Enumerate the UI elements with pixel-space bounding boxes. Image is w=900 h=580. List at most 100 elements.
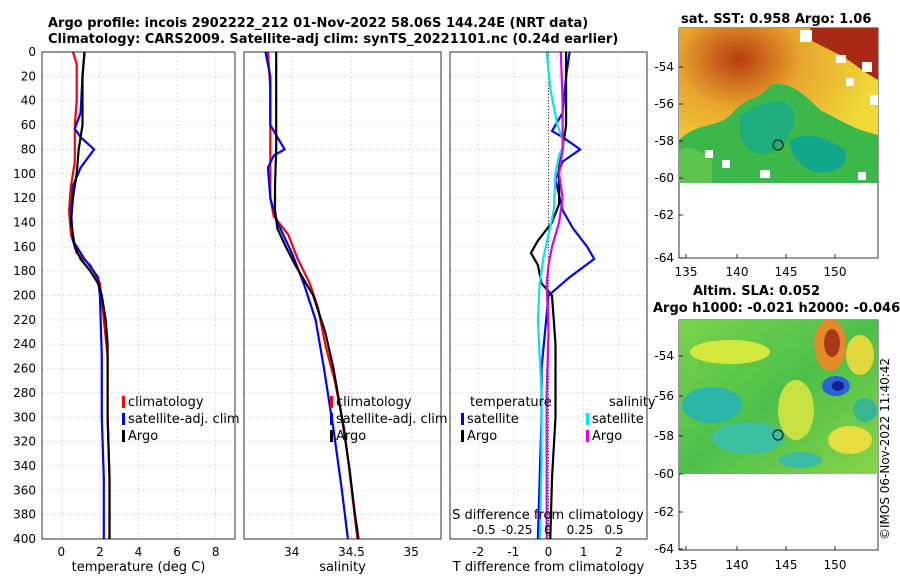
x2-tick-label: -0.25 [501, 523, 532, 537]
map-y-tick-label: -62 [654, 208, 674, 222]
salinity-plot: 34 34.5 35 salinity climatology satellite-adj… [243, 51, 448, 575]
legend-label: Argo [336, 429, 366, 444]
sla-map-image [679, 320, 878, 474]
map-y-tick-label: -56 [654, 389, 674, 403]
legend-label: satellite-adj. clim [336, 412, 448, 427]
y-tick-label: 260 [13, 362, 36, 376]
map-x-tick-label: 150 [824, 265, 847, 279]
y-tick-label: 200 [13, 289, 36, 303]
x2-tick-label: 0.5 [604, 523, 623, 537]
x-tick-label: -2 [472, 545, 484, 559]
y-tick-label: 280 [13, 386, 36, 400]
y-tick-label: 400 [13, 532, 36, 546]
legend-swatch [122, 396, 125, 408]
series-line-argo [273, 52, 360, 540]
sla-map-title-line2: Argo h1000: -0.021 h2000: -0.046 [653, 301, 900, 316]
legend-label: climatology [336, 395, 412, 410]
x-tick-label: 0 [545, 545, 553, 559]
series-line-temperature-satellite [536, 51, 596, 540]
sla-map-title-line1: Altim. SLA: 0.052 [693, 284, 820, 299]
series-line-salinity-argo [545, 51, 564, 539]
y-tick-label: 140 [13, 215, 36, 229]
legend-label: Argo [128, 429, 158, 444]
map-x-tick-label: 145 [775, 265, 798, 279]
map-y-tick-label: -62 [654, 505, 674, 519]
legend-label: satellite [467, 412, 519, 427]
legend-swatch [330, 413, 333, 425]
legend-label: satellite-adj. clim [128, 412, 240, 427]
y-tick-label: 220 [13, 313, 36, 327]
x2-tick-label: -0.5 [472, 523, 495, 537]
x-tick-label: 8 [212, 545, 220, 559]
temperature-plot: 0 2 4 6 802040608010012014016018020022024026… [13, 45, 240, 575]
y-tick-label: 360 [13, 483, 36, 497]
map-y-tick-label: -64 [654, 251, 674, 265]
legend-swatch [122, 430, 125, 442]
x-tick-label: 2 [615, 545, 623, 559]
map-y-tick-label: -54 [654, 60, 674, 74]
sst-map-image [679, 28, 878, 183]
x-axis-label: T difference from climatology [452, 560, 645, 575]
plot-frame [449, 51, 648, 540]
legend-header-temperature: temperature [470, 395, 552, 410]
y-tick-label: 380 [13, 508, 36, 522]
figure-title-line1: Argo profile: incois 2902222_212 01-Nov-… [48, 16, 589, 31]
plot-frame [243, 51, 442, 540]
sst-argo-location-marker [772, 139, 784, 151]
sst-map [678, 27, 879, 259]
map-x-tick-label: 140 [726, 265, 749, 279]
y-tick-label: 40 [21, 94, 36, 108]
y-tick-label: 320 [13, 435, 36, 449]
y-tick-label: 340 [13, 459, 36, 473]
legend-swatch [586, 430, 589, 442]
map-y-tick-label: -60 [654, 467, 674, 481]
map-y-tick-label: -54 [654, 349, 674, 363]
legend-swatch [586, 413, 589, 425]
x-tick-label: 2 [96, 545, 104, 559]
x-tick-label: 1 [580, 545, 588, 559]
x-tick-label: 35 [404, 545, 419, 559]
y-tick-label: 0 [28, 45, 36, 59]
y-tick-label: 80 [21, 142, 36, 156]
imos-credit: ©IMOS 06-Nov-2022 11:40:42 [878, 357, 892, 540]
figure-title-line2: Climatology: CARS2009. Satellite-adj cli… [48, 32, 619, 47]
sla-map [678, 319, 879, 551]
legend-label: Argo [592, 429, 622, 444]
difference-plot: -2 -1 0 1 2T difference from climatology temp… [449, 51, 656, 575]
map-y-tick-label: -56 [654, 97, 674, 111]
x-axis-label: temperature (deg C) [72, 560, 206, 575]
y-tick-label: 20 [21, 69, 36, 83]
y-tick-label: 300 [13, 410, 36, 424]
y-tick-label: 180 [13, 264, 36, 278]
x-axis-label: salinity [319, 560, 366, 575]
legend-label: Argo [467, 429, 497, 444]
x-tick-label: -1 [507, 545, 519, 559]
y-tick-label: 240 [13, 337, 36, 351]
legend-swatch [122, 413, 125, 425]
y-tick-label: 160 [13, 240, 36, 254]
legend-label: satellite [592, 412, 644, 427]
map-y-tick-label: -64 [654, 542, 674, 556]
x-tick-label: 0 [57, 545, 65, 559]
sst-map-title: sat. SST: 0.958 Argo: 1.06 [681, 12, 871, 27]
map-y-tick-label: -58 [654, 134, 674, 148]
x2-tick-label: 0.25 [567, 523, 594, 537]
map-y-tick-label: -60 [654, 171, 674, 185]
map-x-tick-label: 135 [675, 265, 698, 279]
sla-argo-location-marker [772, 429, 784, 441]
x-tick-label: 34 [284, 545, 299, 559]
legend-swatch [461, 413, 464, 425]
series-line-salinity-satellite [536, 51, 566, 540]
map-y-tick-label: -58 [654, 429, 674, 443]
legend-swatch [461, 430, 464, 442]
map-x-tick-label: 150 [824, 558, 847, 572]
plot-frame [41, 51, 236, 540]
legend-swatch [330, 396, 333, 408]
x-tick-label: 6 [173, 545, 181, 559]
legend-swatch [330, 430, 333, 442]
map-x-tick-label: 145 [775, 558, 798, 572]
map-x-tick-label: 140 [726, 558, 749, 572]
y-tick-label: 120 [13, 191, 36, 205]
